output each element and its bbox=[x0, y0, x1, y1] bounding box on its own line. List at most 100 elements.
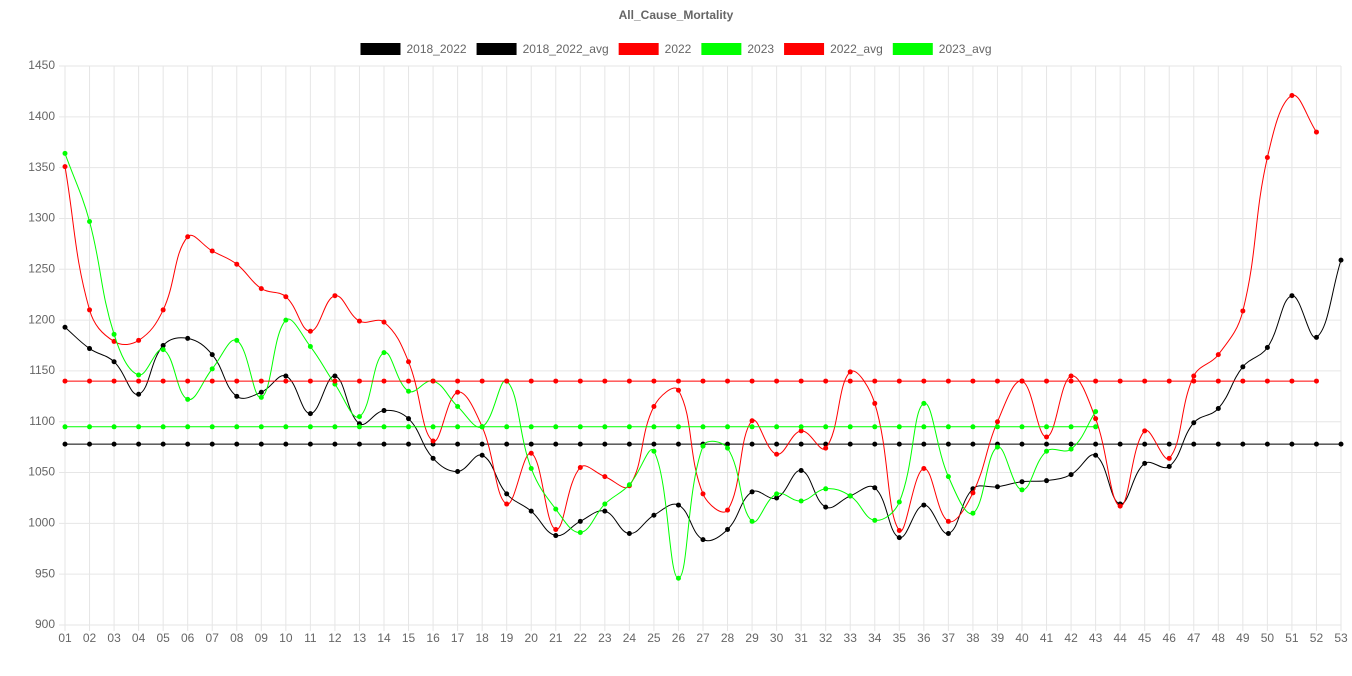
data-point bbox=[62, 324, 68, 330]
data-point bbox=[577, 424, 583, 430]
x-tick-label: 36 bbox=[917, 631, 931, 645]
data-point bbox=[651, 403, 657, 409]
data-point bbox=[136, 441, 142, 447]
data-point bbox=[970, 490, 976, 496]
x-tick-label: 07 bbox=[206, 631, 220, 645]
data-point bbox=[528, 450, 534, 456]
data-point bbox=[430, 378, 436, 384]
data-point bbox=[970, 424, 976, 430]
data-point bbox=[1093, 441, 1099, 447]
data-point bbox=[1068, 424, 1074, 430]
legend-label: 2018_2022_avg bbox=[523, 42, 609, 56]
x-tick-label: 21 bbox=[549, 631, 563, 645]
data-point bbox=[1142, 428, 1148, 434]
data-point bbox=[577, 464, 583, 470]
data-point bbox=[651, 441, 657, 447]
data-point bbox=[160, 441, 166, 447]
data-point bbox=[725, 378, 731, 384]
x-tick-label: 19 bbox=[500, 631, 514, 645]
data-point bbox=[626, 441, 632, 447]
data-point bbox=[921, 424, 927, 430]
data-point bbox=[528, 378, 534, 384]
x-tick-label: 10 bbox=[279, 631, 293, 645]
data-point bbox=[675, 502, 681, 508]
data-point bbox=[847, 441, 853, 447]
data-point bbox=[1338, 257, 1344, 263]
x-tick-label: 18 bbox=[475, 631, 489, 645]
data-point bbox=[160, 347, 166, 353]
data-point bbox=[970, 441, 976, 447]
data-point bbox=[798, 428, 804, 434]
data-point bbox=[1044, 434, 1050, 440]
data-point bbox=[1019, 424, 1025, 430]
data-point bbox=[87, 307, 93, 313]
data-point bbox=[1044, 424, 1050, 430]
data-point bbox=[823, 504, 829, 510]
x-tick-label: 08 bbox=[230, 631, 244, 645]
data-point bbox=[823, 441, 829, 447]
x-tick-label: 33 bbox=[844, 631, 858, 645]
data-point bbox=[258, 441, 264, 447]
data-point bbox=[332, 441, 338, 447]
data-point bbox=[1044, 448, 1050, 454]
data-point bbox=[602, 424, 608, 430]
data-point bbox=[1215, 378, 1221, 384]
data-point bbox=[602, 378, 608, 384]
data-point bbox=[209, 424, 215, 430]
data-point bbox=[945, 378, 951, 384]
data-point bbox=[1240, 308, 1246, 314]
data-point bbox=[1166, 455, 1172, 461]
data-point bbox=[160, 378, 166, 384]
data-point bbox=[1093, 416, 1099, 422]
data-point bbox=[602, 441, 608, 447]
data-point bbox=[504, 378, 510, 384]
data-point bbox=[209, 248, 215, 254]
data-point bbox=[479, 378, 485, 384]
x-tick-label: 05 bbox=[156, 631, 170, 645]
data-point bbox=[1019, 487, 1025, 493]
data-point bbox=[406, 378, 412, 384]
data-point bbox=[798, 441, 804, 447]
data-point bbox=[700, 443, 706, 449]
data-point bbox=[283, 317, 289, 323]
x-tick-label: 42 bbox=[1064, 631, 1078, 645]
data-point bbox=[381, 441, 387, 447]
data-point bbox=[994, 424, 1000, 430]
data-point bbox=[1044, 441, 1050, 447]
data-point bbox=[725, 526, 731, 532]
data-point bbox=[258, 424, 264, 430]
data-point bbox=[455, 378, 461, 384]
data-point bbox=[111, 331, 117, 337]
data-point bbox=[136, 372, 142, 378]
y-tick-label: 900 bbox=[35, 617, 55, 631]
data-point bbox=[1166, 441, 1172, 447]
x-tick-label: 43 bbox=[1089, 631, 1103, 645]
data-point bbox=[970, 378, 976, 384]
data-point bbox=[1191, 378, 1197, 384]
x-tick-label: 04 bbox=[132, 631, 146, 645]
data-point bbox=[1093, 424, 1099, 430]
y-tick-label: 1300 bbox=[28, 211, 55, 225]
y-tick-label: 1450 bbox=[28, 58, 55, 72]
x-tick-label: 53 bbox=[1334, 631, 1348, 645]
data-point bbox=[234, 378, 240, 384]
data-point bbox=[651, 448, 657, 454]
data-point bbox=[479, 441, 485, 447]
data-point bbox=[504, 501, 510, 507]
data-point bbox=[1093, 452, 1099, 458]
data-point bbox=[553, 424, 559, 430]
data-point bbox=[1093, 378, 1099, 384]
data-point bbox=[994, 484, 1000, 490]
data-point bbox=[258, 378, 264, 384]
data-point bbox=[62, 378, 68, 384]
data-point bbox=[1215, 406, 1221, 412]
data-point bbox=[1264, 378, 1270, 384]
y-tick-label: 1200 bbox=[28, 312, 55, 326]
data-point bbox=[1215, 441, 1221, 447]
data-point bbox=[111, 378, 117, 384]
data-point bbox=[307, 328, 313, 334]
data-point bbox=[185, 424, 191, 430]
data-point bbox=[872, 485, 878, 491]
y-tick-label: 1000 bbox=[28, 516, 55, 530]
